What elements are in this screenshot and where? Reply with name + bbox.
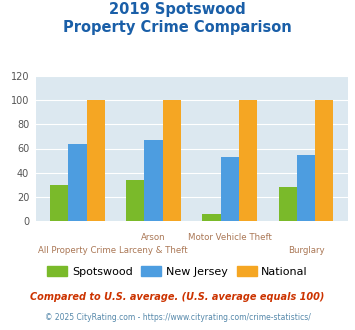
Text: All Property Crime: All Property Crime bbox=[38, 246, 116, 255]
Bar bbox=[221, 157, 239, 221]
Text: 2019 Spotswood: 2019 Spotswood bbox=[109, 2, 246, 16]
Bar bbox=[126, 180, 144, 221]
Bar bbox=[87, 100, 105, 221]
Text: Arson: Arson bbox=[141, 233, 166, 242]
Text: Motor Vehicle Theft: Motor Vehicle Theft bbox=[188, 233, 272, 242]
Text: Compared to U.S. average. (U.S. average equals 100): Compared to U.S. average. (U.S. average … bbox=[30, 292, 325, 302]
Text: Larceny & Theft: Larceny & Theft bbox=[119, 246, 188, 255]
Bar bbox=[144, 140, 163, 221]
Bar bbox=[68, 144, 87, 221]
Bar bbox=[202, 214, 221, 221]
Text: © 2025 CityRating.com - https://www.cityrating.com/crime-statistics/: © 2025 CityRating.com - https://www.city… bbox=[45, 313, 310, 322]
Bar bbox=[163, 100, 181, 221]
Legend: Spotswood, New Jersey, National: Spotswood, New Jersey, National bbox=[43, 261, 312, 281]
Text: Property Crime Comparison: Property Crime Comparison bbox=[63, 20, 292, 35]
Bar bbox=[297, 154, 315, 221]
Bar bbox=[239, 100, 257, 221]
Bar bbox=[50, 185, 68, 221]
Text: Burglary: Burglary bbox=[288, 246, 324, 255]
Bar bbox=[315, 100, 333, 221]
Bar bbox=[279, 187, 297, 221]
